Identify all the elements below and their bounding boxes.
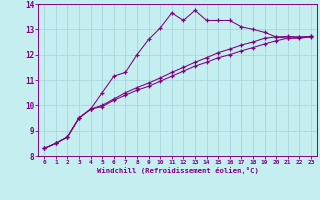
X-axis label: Windchill (Refroidissement éolien,°C): Windchill (Refroidissement éolien,°C) <box>97 167 259 174</box>
